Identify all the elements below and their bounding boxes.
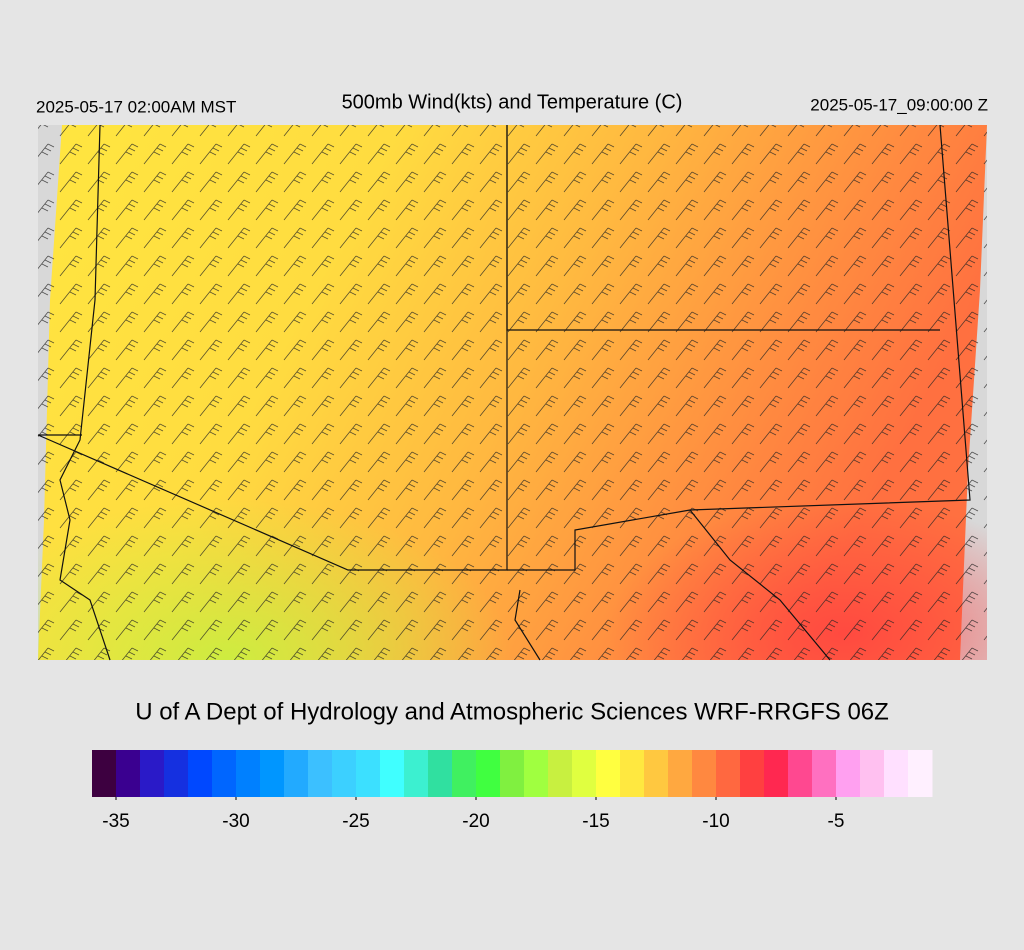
color-box <box>452 750 477 797</box>
color-box <box>548 750 573 797</box>
tick-label: -10 <box>702 811 729 832</box>
valid-time-utc: 2025-05-17_09:00:00 Z <box>810 95 988 114</box>
colorbar: -35 -30 -25 -20 -15 -10 -5 <box>92 750 933 832</box>
color-box <box>860 750 885 797</box>
color-box <box>308 750 333 797</box>
color-box <box>284 750 309 797</box>
color-box <box>332 750 357 797</box>
color-box <box>428 750 453 797</box>
color-box <box>572 750 597 797</box>
color-box <box>788 750 813 797</box>
color-box <box>692 750 717 797</box>
color-box <box>716 750 741 797</box>
map-title: 500mb Wind(kts) and Temperature (C) <box>342 91 683 113</box>
color-box <box>212 750 237 797</box>
tick-label: -35 <box>102 811 129 832</box>
tick-label: -15 <box>582 811 609 832</box>
tick-label: -5 <box>828 811 845 832</box>
color-box <box>668 750 693 797</box>
color-box <box>500 750 525 797</box>
color-box <box>908 750 933 797</box>
color-box <box>836 750 861 797</box>
color-box <box>116 750 141 797</box>
color-box <box>812 750 837 797</box>
color-box <box>164 750 189 797</box>
color-box <box>644 750 669 797</box>
color-box <box>188 750 213 797</box>
credit: U of A Dept of Hydrology and Atmospheric… <box>135 698 889 725</box>
color-box <box>260 750 285 797</box>
color-box <box>404 750 429 797</box>
tick-label: -20 <box>462 811 489 832</box>
color-box <box>140 750 165 797</box>
color-box <box>380 750 405 797</box>
wind-barbs <box>38 125 987 660</box>
map <box>37 124 987 661</box>
color-box <box>236 750 261 797</box>
color-box <box>524 750 549 797</box>
color-box <box>356 750 381 797</box>
color-box <box>596 750 621 797</box>
color-box <box>620 750 645 797</box>
valid-time-local: 2025-05-17 02:00AM MST <box>36 97 236 116</box>
color-box <box>764 750 789 797</box>
boundaries <box>37 124 971 661</box>
color-box <box>476 750 501 797</box>
color-box <box>884 750 909 797</box>
tick-label: -25 <box>342 811 369 832</box>
color-box <box>740 750 765 797</box>
tick-label: -30 <box>222 811 249 832</box>
color-box <box>92 750 117 797</box>
